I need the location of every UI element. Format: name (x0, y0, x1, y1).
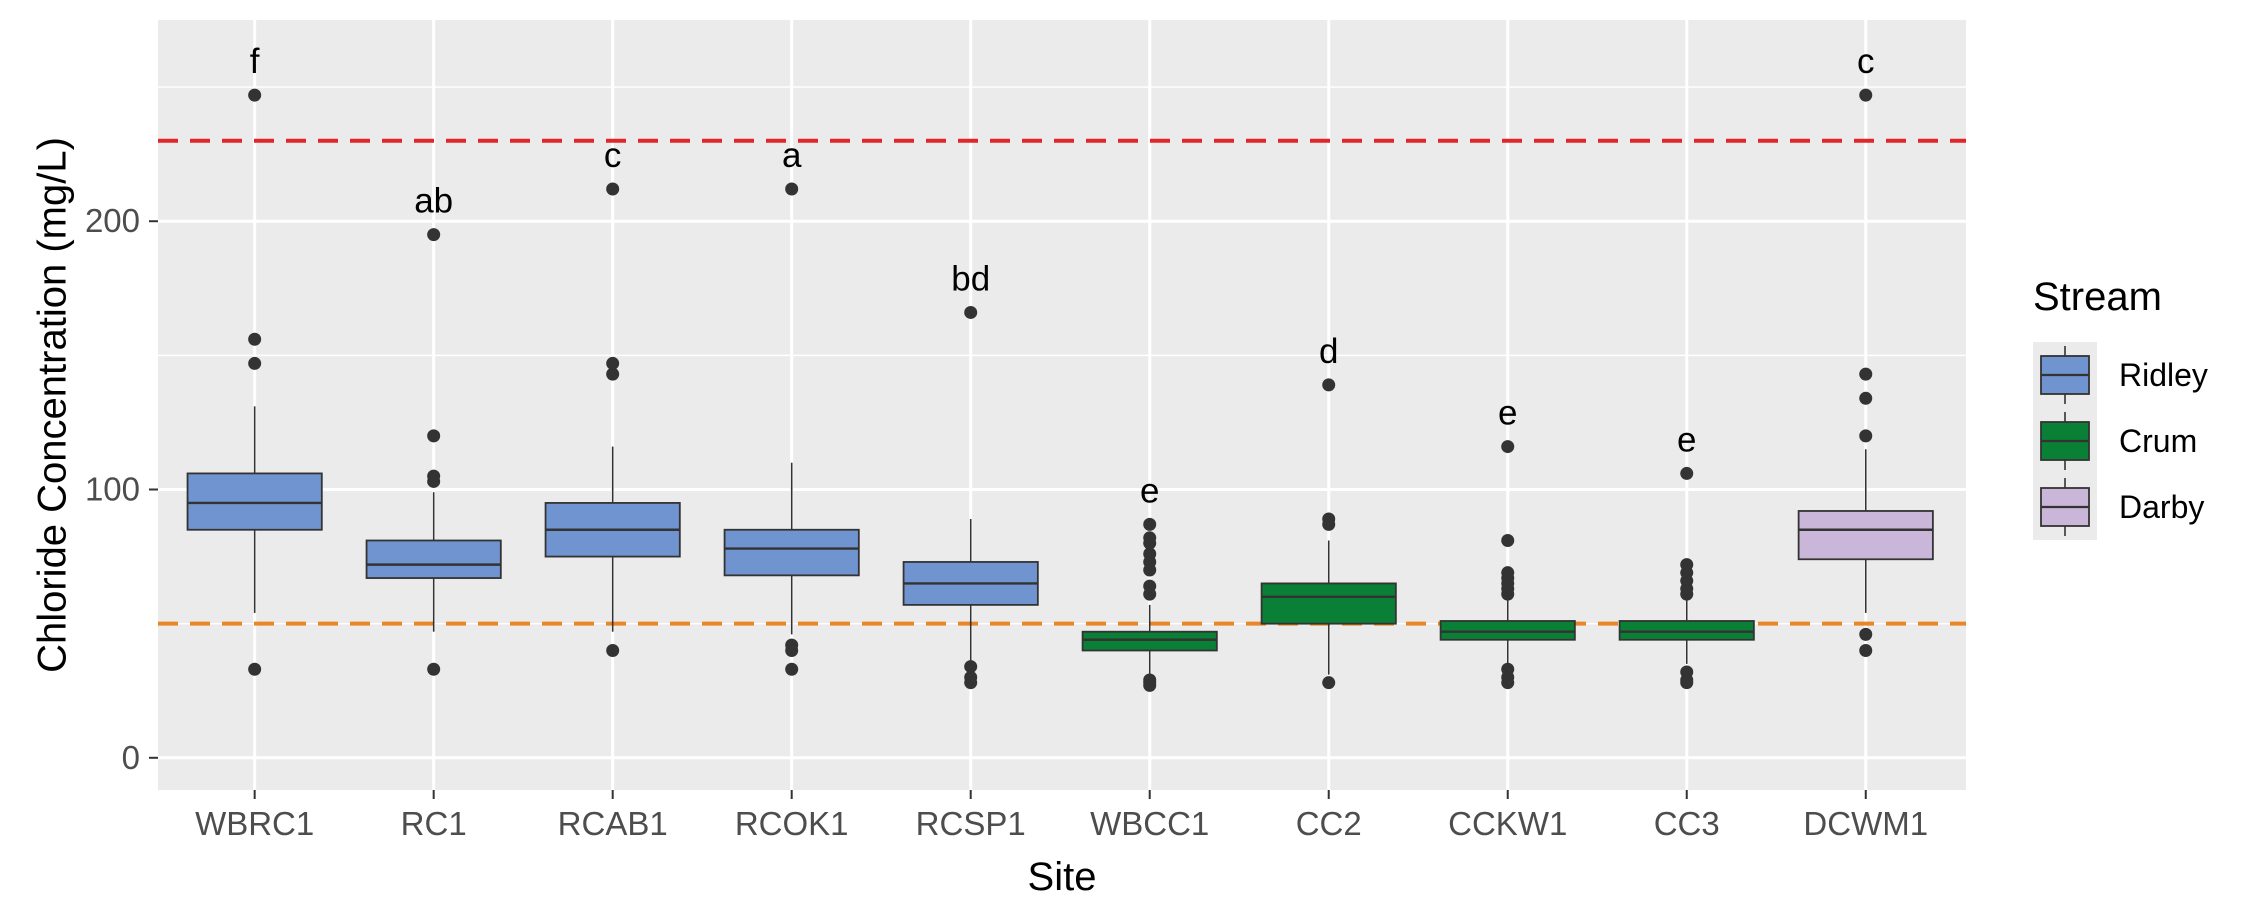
outlier-point (964, 670, 978, 684)
legend-item-ridley: Ridley (2033, 342, 2208, 408)
box-iqr (723, 528, 860, 577)
outlier-point (964, 660, 978, 674)
x-tick-label: DCWM1 (1803, 805, 1928, 842)
box-cckw1: e (1439, 394, 1576, 690)
significance-letter: e (1140, 471, 1159, 510)
x-tick-label: RC1 (401, 805, 467, 842)
outlier-point (785, 638, 799, 652)
significance-letter: bd (951, 259, 990, 298)
outlier-point (1859, 88, 1873, 102)
outlier-point (1859, 391, 1873, 405)
x-tick-label: RCAB1 (558, 805, 668, 842)
box-iqr (365, 539, 502, 579)
y-tick-label: 0 (122, 739, 140, 776)
significance-letter: d (1319, 332, 1338, 371)
outlier-point (427, 662, 441, 676)
significance-letter: c (1857, 42, 1875, 81)
outlier-point (1143, 531, 1157, 545)
x-axis-title: Site (1028, 855, 1097, 899)
outlier-point (606, 182, 620, 196)
outlier-point (427, 228, 441, 242)
significance-letter: c (604, 136, 622, 175)
x-tick-label: CCKW1 (1448, 805, 1567, 842)
outlier-point (1143, 547, 1157, 561)
outlier-point (1680, 466, 1694, 480)
box-iqr (186, 472, 323, 531)
legend-label: Crum (2119, 423, 2197, 459)
outlier-point (1322, 676, 1336, 690)
outlier-point (1501, 662, 1515, 676)
outlier-point (1859, 367, 1873, 381)
box-rcok1: a (723, 136, 860, 676)
legend-label: Darby (2119, 489, 2204, 525)
y-axis: 0 100 200 (85, 202, 158, 776)
significance-letter: e (1498, 394, 1517, 433)
x-tick-label: RCSP1 (916, 805, 1026, 842)
outlier-point (248, 88, 262, 102)
box-rcsp1: bd (902, 259, 1039, 690)
box-cc3: e (1618, 420, 1755, 690)
box-rc1: ab (365, 182, 502, 676)
plot-panel (158, 20, 1966, 790)
outlier-point (1143, 579, 1157, 593)
box-iqr (1081, 630, 1218, 652)
outlier-point (248, 662, 262, 676)
outlier-point (1501, 566, 1515, 580)
legend-label: Ridley (2119, 357, 2208, 393)
box-iqr (1797, 510, 1934, 561)
outlier-point (1501, 440, 1515, 454)
legend-item-crum: Crum (2033, 408, 2197, 474)
outlier-point (248, 356, 262, 370)
outlier-point (785, 662, 799, 676)
outlier-point (1859, 627, 1873, 641)
outlier-point (1501, 533, 1515, 547)
legend: Stream Ridley Crum Darby (2033, 275, 2208, 540)
x-tick-label: RCOK1 (735, 805, 849, 842)
outlier-point (248, 332, 262, 346)
legend-item-darby: Darby (2033, 474, 2204, 540)
outlier-point (785, 182, 799, 196)
box-iqr (1439, 620, 1576, 641)
significance-letter: e (1677, 420, 1696, 459)
significance-letter: ab (414, 182, 453, 221)
outlier-point (1859, 643, 1873, 657)
outlier-point (427, 429, 441, 443)
significance-letter: a (782, 136, 802, 175)
outlier-point (1680, 558, 1694, 572)
legend-title: Stream (2033, 275, 2162, 319)
outlier-point (606, 367, 620, 381)
outlier-point (964, 305, 978, 319)
box-wbrc1: f (186, 42, 323, 676)
y-axis-title: Chloride Concentration (mg/L) (31, 137, 75, 673)
x-tick-label: CC2 (1296, 805, 1362, 842)
y-tick-label: 200 (85, 202, 140, 239)
outlier-point (1322, 378, 1336, 392)
x-tick-label: WBRC1 (195, 805, 314, 842)
box-iqr (1260, 582, 1397, 625)
outlier-point (427, 469, 441, 483)
outlier-point (1859, 429, 1873, 443)
x-tick-label: CC3 (1654, 805, 1720, 842)
box-dcwm1: c (1797, 42, 1934, 657)
box-rcab1: c (544, 136, 681, 657)
significance-letter: f (250, 42, 260, 81)
outlier-point (1680, 665, 1694, 679)
box-cc2: d (1260, 332, 1397, 690)
box-wbcc1: e (1081, 471, 1218, 692)
boxes: f ab c a bd e d e e c (186, 42, 1934, 692)
outlier-point (1143, 517, 1157, 531)
outlier-point (606, 643, 620, 657)
x-axis: WBRC1 RC1 RCAB1 RCOK1 RCSP1 WBCC1 CC2 CCKW1 CC3 D… (195, 790, 1928, 842)
outlier-point (606, 356, 620, 370)
outlier-point (1322, 512, 1336, 526)
outlier-point (1143, 673, 1157, 687)
x-tick-label: WBCC1 (1090, 805, 1209, 842)
box-iqr (1618, 620, 1755, 641)
y-tick-label: 100 (85, 471, 140, 508)
